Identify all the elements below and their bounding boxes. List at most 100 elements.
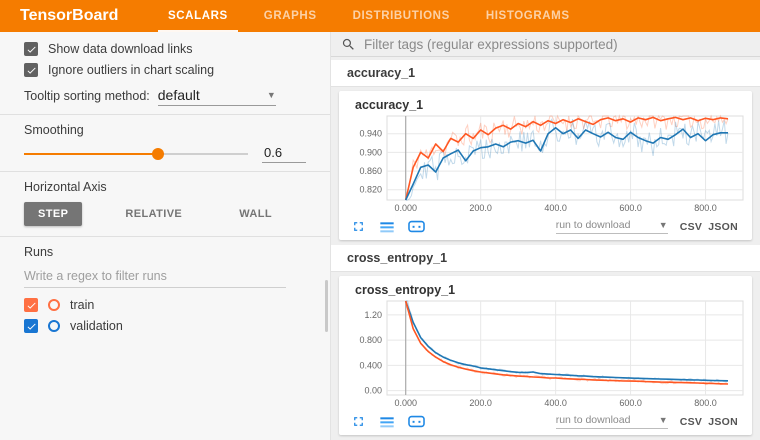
svg-text:1.20: 1.20 (364, 310, 382, 320)
search-icon (342, 38, 354, 50)
svg-text:0.000: 0.000 (394, 398, 417, 408)
ignore-outliers-label: Ignore outliers in chart scaling (48, 63, 215, 77)
run-to-download-value: run to download (555, 414, 631, 426)
validation-color-swatch[interactable] (48, 320, 60, 332)
tab-scalars[interactable]: SCALARS (150, 0, 246, 32)
run-to-download-value: run to download (555, 219, 631, 231)
pin-card-icon[interactable] (408, 220, 425, 233)
train-run-label: train (70, 298, 95, 312)
train-checkbox[interactable] (24, 298, 38, 312)
app-title: TensorBoard (20, 7, 119, 24)
svg-text:0.00: 0.00 (364, 386, 382, 396)
download-links: CSV JSON (680, 416, 738, 428)
svg-text:600.0: 600.0 (619, 203, 642, 213)
tooltip-sort-label: Tooltip sorting method: (24, 89, 150, 103)
smoothing-slider[interactable] (24, 147, 248, 161)
chevron-down-icon: ▼ (658, 220, 668, 230)
accuracy-card-footer: run to download ▼ CSV JSON (339, 218, 752, 238)
train-color-swatch[interactable] (48, 299, 60, 311)
download-controls: run to download ▼ CSV JSON (555, 219, 738, 234)
accuracy-chart[interactable]: 0.820 0.860 0.900 0.940 0.000 200.0 400.0 600.0… (339, 113, 752, 218)
csv-link[interactable]: CSV (679, 415, 703, 428)
run-to-download-select[interactable]: run to download ▼ (555, 219, 668, 234)
cross-entropy-chart[interactable]: 0.00 0.400 0.800 1.20 0.000 200.0 400.0 600.0 80… (339, 298, 752, 413)
sidebar-divider (0, 171, 330, 172)
app-body: Show data download links Ignore outliers… (0, 32, 760, 440)
svg-text:600.0: 600.0 (619, 398, 642, 408)
tab-graphs[interactable]: GRAPHS (263, 10, 317, 22)
cross-entropy-card: cross_entropy_1 0.00 0.400 0.800 1.20 0.000 2… (339, 276, 752, 435)
svg-text:400.0: 400.0 (544, 398, 567, 408)
svg-text:0.900: 0.900 (359, 147, 382, 157)
toggle-runs-icon[interactable] (379, 415, 395, 429)
slider-knob[interactable] (152, 148, 165, 160)
horizontal-axis-label: Horizontal Axis (24, 180, 107, 194)
smoothing-row: 0.6 (24, 145, 306, 163)
run-row-validation: validation (24, 319, 306, 333)
csv-link[interactable]: CSV (679, 220, 703, 233)
svg-text:200.0: 200.0 (469, 398, 492, 408)
nav-tabs: SCALARS GRAPHS DISTRIBUTIONS HISTOGRAMS (150, 0, 588, 32)
sidebar-divider (0, 236, 330, 237)
show-download-links-checkbox[interactable] (24, 42, 38, 56)
smoothing-label: Smoothing (24, 123, 84, 137)
tab-histograms[interactable]: HISTOGRAMS (485, 10, 570, 22)
svg-text:800.0: 800.0 (694, 398, 717, 408)
json-link[interactable]: JSON (708, 415, 738, 428)
validation-run-label: validation (70, 319, 123, 333)
ignore-outliers-checkbox[interactable] (24, 63, 38, 77)
axis-relative-button[interactable]: RELATIVE (125, 208, 183, 220)
sidebar: Show data download links Ignore outliers… (0, 32, 330, 440)
pin-card-icon[interactable] (408, 415, 425, 428)
section-header-accuracy[interactable]: accuracy_1 (331, 60, 760, 87)
cross-entropy-chart-title: cross_entropy_1 (355, 283, 456, 297)
run-to-download-select[interactable]: run to download ▼ (555, 414, 668, 429)
svg-text:400.0: 400.0 (544, 203, 567, 213)
json-link[interactable]: JSON (708, 220, 738, 233)
svg-text:800.0: 800.0 (694, 203, 717, 213)
cross-entropy-card-footer: run to download ▼ CSV JSON (339, 413, 752, 433)
expand-chart-icon[interactable] (351, 414, 366, 429)
chevron-down-icon: ▼ (658, 415, 668, 425)
accuracy-card: accuracy_1 0.820 0.860 0.900 0.940 0.000 200.… (339, 91, 752, 240)
svg-text:0.800: 0.800 (359, 335, 382, 345)
ignore-outliers-row: Ignore outliers in chart scaling (24, 63, 306, 77)
expand-chart-icon[interactable] (351, 219, 366, 234)
tooltip-sort-row: Tooltip sorting method: default ▼ (24, 87, 306, 106)
svg-text:0.940: 0.940 (359, 129, 382, 139)
main-pane: accuracy_1 accuracy_1 0.820 0.860 0.900 0.9… (330, 32, 760, 440)
tooltip-sort-select[interactable]: default ▼ (157, 87, 276, 106)
axis-step-button[interactable]: STEP (24, 202, 83, 226)
sidebar-divider (0, 114, 330, 115)
svg-text:0.000: 0.000 (394, 203, 417, 213)
card-action-icons (351, 219, 425, 234)
tab-distributions[interactable]: DISTRIBUTIONS (352, 10, 450, 22)
tag-filter-input[interactable] (364, 36, 750, 52)
app-header: TensorBoard SCALARS GRAPHS DISTRIBUTIONS… (0, 0, 760, 32)
tag-filter-row (331, 32, 760, 57)
svg-text:0.860: 0.860 (359, 166, 382, 176)
axis-wall-button[interactable]: WALL (239, 208, 272, 220)
download-links: CSV JSON (680, 221, 738, 233)
smoothing-value-input[interactable]: 0.6 (262, 145, 306, 163)
accuracy-chart-title: accuracy_1 (355, 98, 424, 112)
svg-text:200.0: 200.0 (469, 203, 492, 213)
download-controls: run to download ▼ CSV JSON (555, 414, 738, 429)
toggle-runs-icon[interactable] (379, 220, 395, 234)
section-header-cross-entropy[interactable]: cross_entropy_1 (331, 245, 760, 272)
card-action-icons (351, 414, 425, 429)
horizontal-axis-buttons: STEP RELATIVE WALL (24, 202, 286, 226)
runs-regex-input[interactable] (24, 267, 286, 288)
chevron-down-icon: ▼ (266, 90, 276, 100)
slider-fill (24, 153, 159, 155)
runs-label: Runs (24, 245, 54, 259)
validation-checkbox[interactable] (24, 319, 38, 333)
sidebar-scrollbar[interactable] (325, 280, 328, 332)
svg-text:0.820: 0.820 (359, 185, 382, 195)
show-download-links-row: Show data download links (24, 42, 306, 56)
show-download-links-label: Show data download links (48, 42, 193, 56)
run-row-train: train (24, 298, 306, 312)
svg-text:0.400: 0.400 (359, 360, 382, 370)
tooltip-sort-value: default (157, 87, 200, 103)
